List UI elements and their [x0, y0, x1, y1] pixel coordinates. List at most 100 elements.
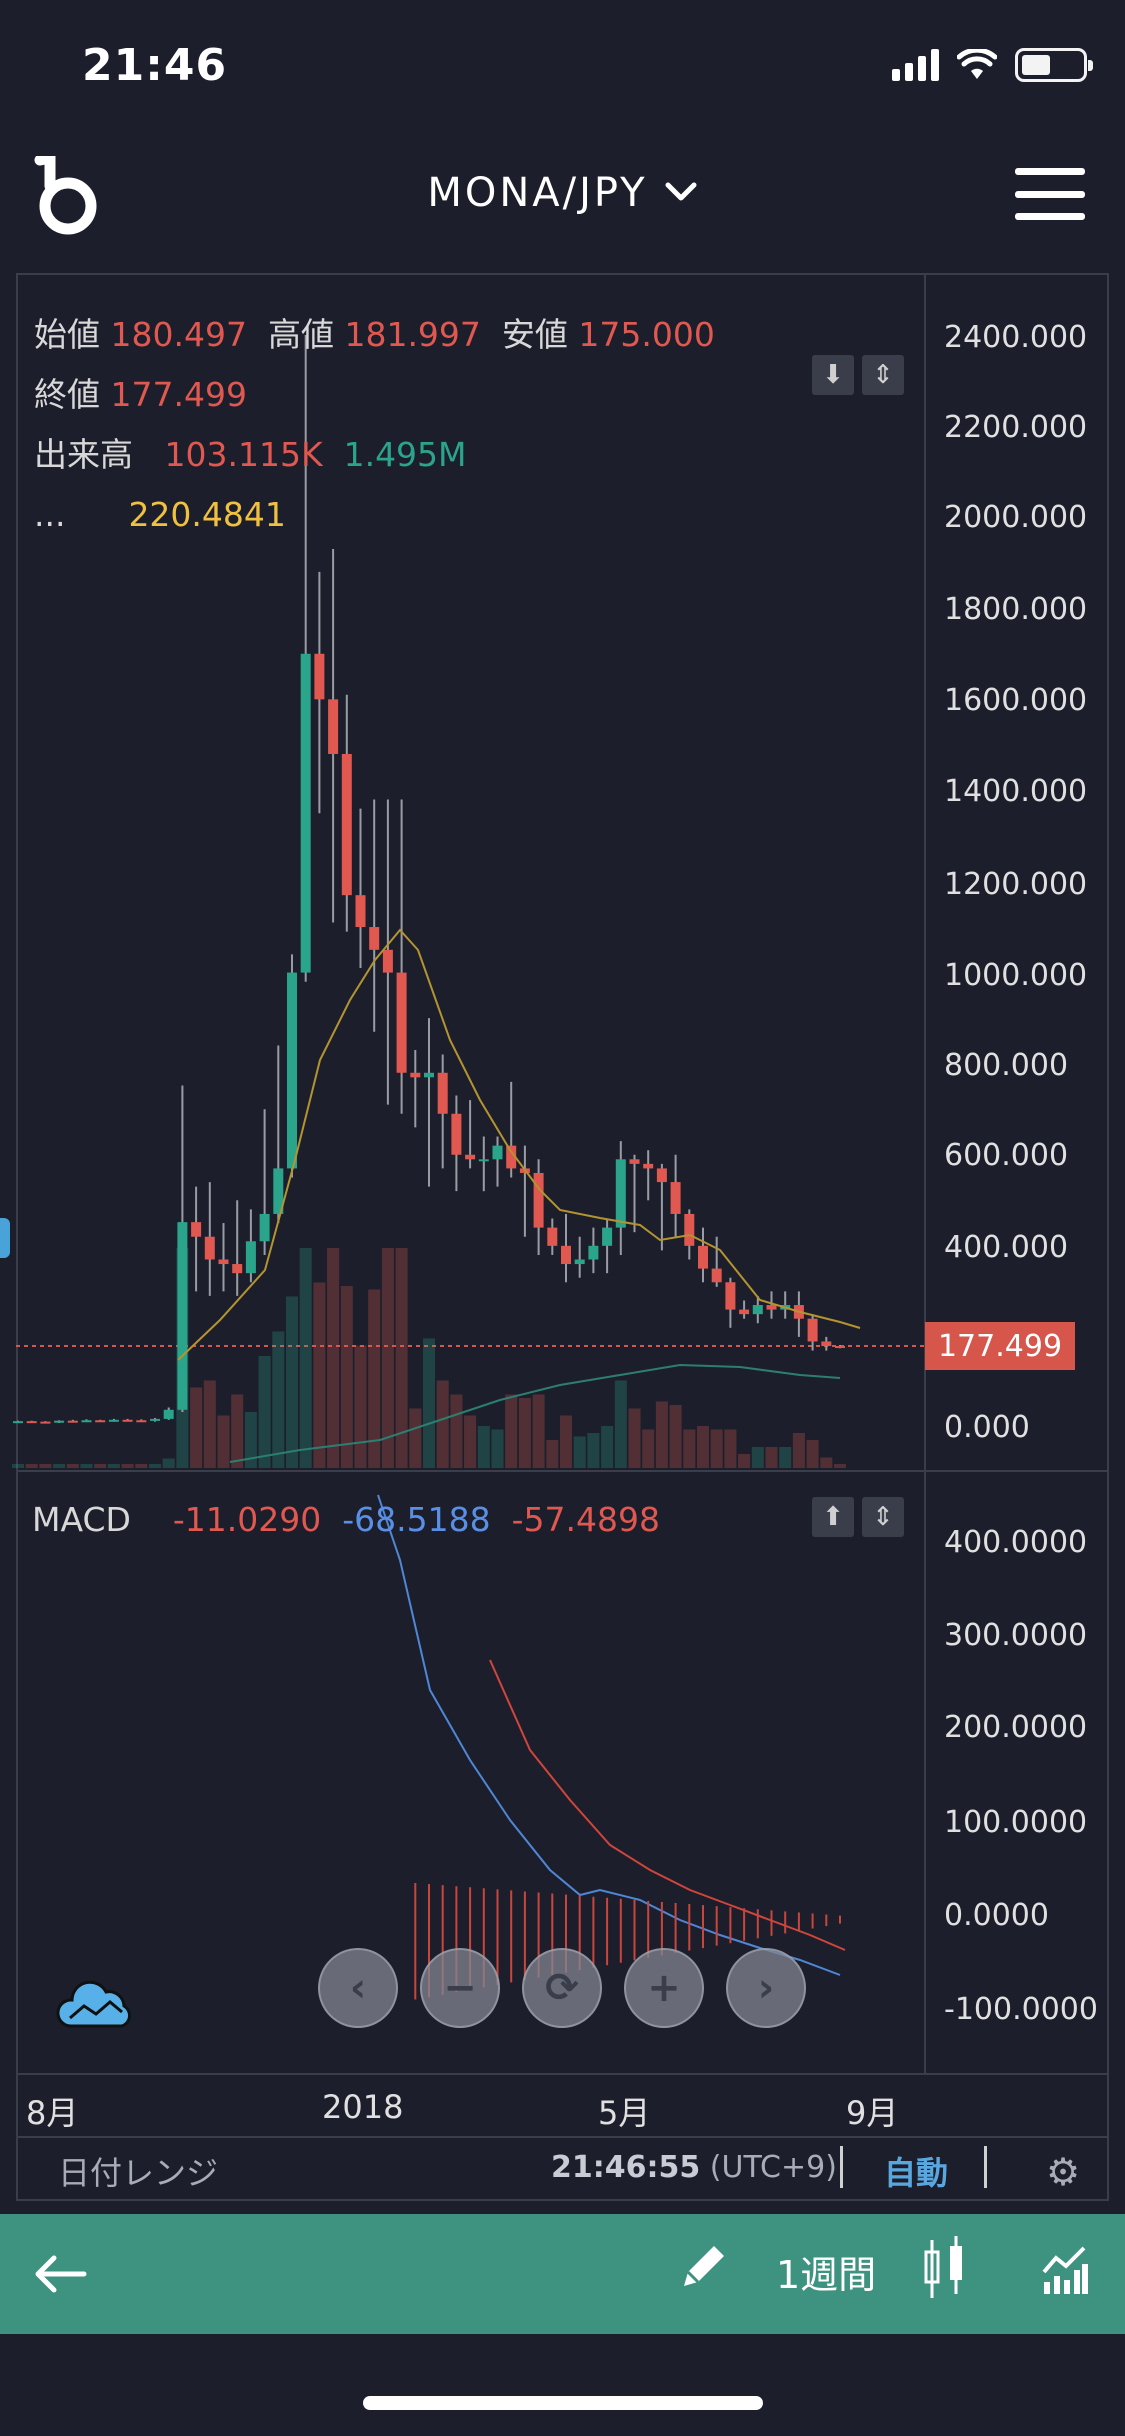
volume-bar	[25, 1464, 38, 1468]
current-price-tag: 177.499	[925, 1322, 1075, 1370]
volume-label: 出来高	[34, 435, 133, 474]
volume-bar	[450, 1394, 463, 1468]
macd-tick: -100.0000	[944, 1992, 1098, 2027]
candle-body	[218, 1259, 229, 1265]
volume-bar	[710, 1429, 723, 1468]
candle-body	[656, 1168, 667, 1183]
volume-bar	[423, 1338, 435, 1468]
scroll-right-button[interactable]: ›	[726, 1948, 806, 2028]
volume-bar	[135, 1464, 148, 1468]
candle-body	[643, 1163, 654, 1169]
price-tick: 800.000	[944, 1048, 1069, 1083]
candle-body	[670, 1182, 681, 1214]
resize-macd-pane-button[interactable]: ⇕	[862, 1497, 904, 1537]
candle-body	[67, 1420, 78, 1423]
range-bar: 日付レンジ 21:46:55 (UTC+9) 自動 ⚙	[18, 2136, 1107, 2200]
macd-tick: 0.0000	[944, 1898, 1049, 1933]
volume-bar	[395, 1248, 408, 1468]
resize-pane-button[interactable]: ⇕	[862, 355, 904, 395]
candle-body	[54, 1420, 65, 1423]
candle-body	[13, 1421, 23, 1424]
volume-bar	[286, 1296, 298, 1468]
volume-bar	[409, 1408, 422, 1468]
macd-value-2: -68.5188	[342, 1500, 491, 1539]
ohlc-legend-row1: 始値 180.497 高値 181.997 安値 175.000	[34, 305, 715, 365]
candlestick-icon[interactable]	[922, 2234, 968, 2304]
volume-bar	[340, 1286, 353, 1468]
date-range-button[interactable]: 日付レンジ	[58, 2154, 219, 2192]
candle-body	[369, 927, 380, 950]
candle-body	[410, 1072, 421, 1078]
volume-bar	[477, 1426, 490, 1468]
candle-body	[341, 753, 352, 896]
volume-bar	[12, 1464, 24, 1468]
volume-bar	[724, 1429, 737, 1468]
chart-svg[interactable]	[0, 0, 1125, 2200]
volume-bar	[80, 1464, 93, 1468]
drawer-tab[interactable]	[0, 1218, 10, 1258]
candle-body	[684, 1213, 695, 1246]
volume-bar	[560, 1415, 572, 1468]
reset-button[interactable]: ⟳	[522, 1948, 602, 2028]
period-selector[interactable]: 1週間	[776, 2253, 877, 2297]
app-header: MONA/JPY	[0, 140, 1125, 270]
move-pane-up-button[interactable]: ⬆	[812, 1497, 854, 1537]
pair-title: MONA/JPY	[427, 170, 648, 216]
chevron-down-icon	[664, 172, 698, 212]
candle-body	[561, 1245, 571, 1265]
volume-bar	[464, 1415, 477, 1468]
candle-body	[835, 1346, 845, 1349]
volume-legend: 出来高 103.115K 1.495M	[34, 425, 467, 485]
volume-bar	[436, 1380, 449, 1468]
pair-selector[interactable]: MONA/JPY	[0, 170, 1125, 216]
candle-body	[95, 1420, 106, 1423]
volume-bar	[505, 1394, 518, 1468]
candle-body	[259, 1213, 270, 1242]
cloud-icon[interactable]	[56, 1978, 136, 2030]
zoom-in-button[interactable]: +	[624, 1948, 704, 2028]
candle-body	[437, 1072, 448, 1114]
volume-bar	[299, 1248, 312, 1468]
back-arrow-icon[interactable]	[30, 2244, 90, 2304]
volume-bar	[231, 1394, 244, 1468]
scroll-left-button[interactable]: ‹	[318, 1948, 398, 2028]
candle-body	[629, 1159, 640, 1164]
candle-body	[81, 1420, 92, 1423]
volume-bar	[162, 1458, 175, 1468]
macd-label: MACD	[32, 1500, 131, 1539]
candle-body	[424, 1072, 434, 1078]
close-label: 終値	[34, 375, 100, 414]
candlesticks	[13, 335, 845, 1424]
macd-legend: MACD -11.0290 -68.5188 -57.4898	[32, 1490, 660, 1550]
chart-frame[interactable]	[16, 273, 1109, 2201]
menu-icon[interactable]	[1015, 168, 1085, 220]
battery-icon	[1015, 48, 1093, 82]
volume-bar	[779, 1447, 792, 1468]
candle-body	[711, 1268, 722, 1283]
logo-icon[interactable]	[32, 156, 102, 236]
divider	[984, 2146, 987, 2188]
gear-icon[interactable]: ⚙	[1046, 2150, 1081, 2194]
signal-icon	[892, 49, 939, 81]
candle-body	[766, 1305, 777, 1310]
x-tick: 8月	[26, 2094, 79, 2132]
price-tick: 1800.000	[944, 592, 1088, 627]
volume-value-b: 1.495M	[343, 435, 467, 474]
volume-bar	[751, 1447, 764, 1468]
pencil-icon[interactable]	[676, 2238, 732, 2294]
macd-tick: 400.0000	[944, 1525, 1088, 1560]
candle-body	[698, 1245, 708, 1269]
move-pane-down-button[interactable]: ⬇	[812, 355, 854, 395]
open-value: 180.497	[110, 315, 247, 354]
candle-body	[396, 972, 407, 1073]
price-tick: 2400.000	[944, 320, 1088, 355]
price-tick: 1400.000	[944, 774, 1088, 809]
candle-body	[245, 1241, 256, 1274]
candle-body	[314, 653, 325, 700]
zoom-out-button[interactable]: −	[420, 1948, 500, 2028]
indicator-icon[interactable]	[1040, 2238, 1090, 2298]
volume-bar	[381, 1248, 394, 1468]
auto-scale-button[interactable]: 自動	[884, 2154, 949, 2192]
candle-body	[725, 1282, 736, 1310]
volume-bars	[12, 1248, 846, 1468]
